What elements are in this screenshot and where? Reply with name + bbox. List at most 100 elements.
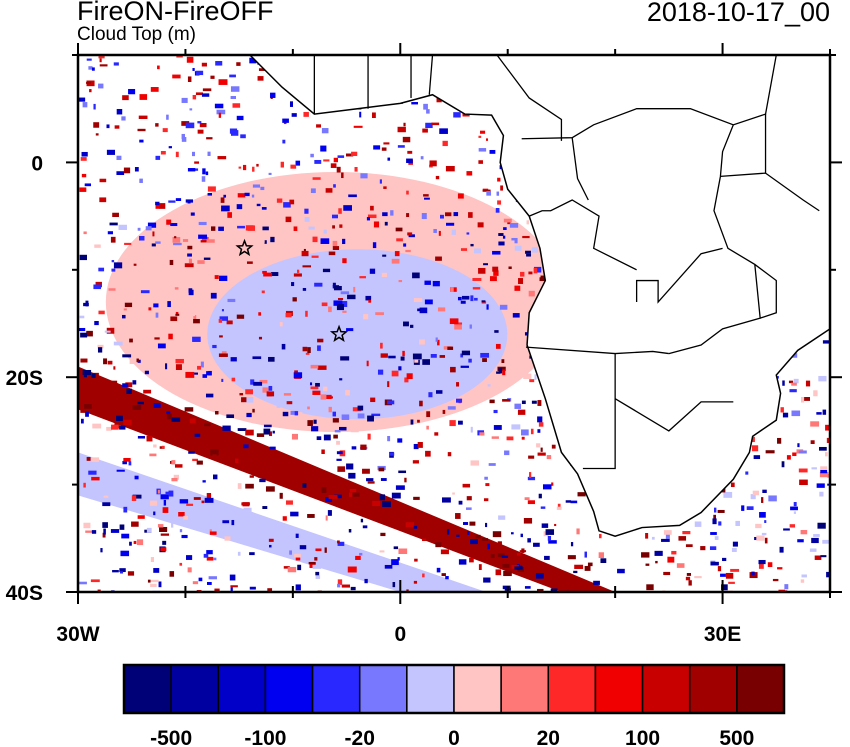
field-cell	[260, 186, 265, 191]
field-cell	[617, 568, 625, 574]
field-cell	[124, 302, 133, 308]
field-cell	[171, 417, 181, 422]
field-cell	[201, 176, 206, 182]
field-cell	[514, 285, 521, 291]
field-cell	[593, 580, 600, 585]
field-cell	[261, 290, 265, 294]
field-cell	[791, 410, 801, 417]
field-cell	[537, 429, 541, 433]
field-cell	[245, 429, 254, 436]
field-cell	[179, 499, 189, 504]
field-cell	[463, 522, 469, 525]
field-cell	[247, 372, 256, 378]
field-cell	[667, 556, 675, 563]
field-cell	[320, 424, 325, 430]
field-cell	[498, 368, 503, 374]
field-cell	[772, 578, 779, 582]
field-cell	[341, 172, 344, 179]
field-cell	[201, 500, 205, 504]
field-cell	[317, 338, 324, 343]
field-cell	[181, 534, 188, 539]
field-cell	[139, 178, 143, 183]
field-cell	[509, 223, 519, 228]
field-cell	[753, 455, 761, 460]
field-cell	[292, 297, 297, 302]
field-cell	[168, 333, 173, 340]
field-cell	[200, 361, 204, 368]
field-cell	[325, 496, 333, 503]
field-cell	[517, 409, 526, 415]
field-cell	[197, 365, 202, 370]
field-cell	[187, 76, 192, 82]
field-cell	[213, 474, 218, 480]
field-cell	[262, 270, 267, 274]
field-cell	[333, 300, 343, 306]
field-cell	[481, 300, 486, 303]
field-cell	[201, 62, 207, 67]
field-cell	[111, 424, 119, 430]
colorbar-box	[264, 664, 314, 714]
field-cell	[506, 436, 514, 441]
field-cell	[353, 125, 363, 128]
field-cell	[480, 130, 486, 134]
field-cell	[198, 221, 207, 226]
field-cell	[94, 320, 99, 326]
field-cell	[266, 391, 275, 397]
field-cell	[139, 94, 148, 100]
field-cell	[302, 287, 307, 291]
field-cell	[337, 466, 346, 472]
field-cell	[252, 408, 255, 413]
field-cell	[198, 577, 203, 582]
field-cell	[271, 272, 279, 277]
field-cell	[258, 336, 263, 340]
field-cell	[527, 538, 531, 543]
field-cell	[754, 536, 757, 541]
field-cell	[390, 210, 394, 216]
field-cell	[153, 568, 160, 573]
field-cell	[533, 266, 542, 273]
field-cell	[725, 572, 734, 579]
field-cell	[365, 295, 372, 301]
field-cell	[413, 525, 418, 529]
field-cell	[389, 452, 395, 456]
field-cell	[407, 150, 413, 154]
field-cell	[449, 420, 456, 427]
field-cell	[257, 473, 265, 478]
field-cell	[542, 484, 552, 490]
field-cell	[496, 191, 500, 196]
field-cell	[718, 521, 722, 526]
field-cell	[149, 453, 157, 457]
field-cell	[175, 198, 182, 201]
field-cell	[221, 309, 224, 312]
field-cell	[206, 492, 212, 499]
field-cell	[367, 481, 375, 484]
field-cell	[438, 230, 441, 236]
field-cell	[236, 314, 245, 319]
field-cell	[528, 455, 535, 459]
field-cell	[352, 407, 362, 412]
field-cell	[820, 466, 828, 472]
field-cell	[709, 546, 717, 550]
country-border	[668, 124, 761, 355]
field-cell	[445, 222, 455, 226]
field-cell	[538, 493, 542, 499]
field-cell	[169, 571, 175, 577]
field-cell	[155, 123, 159, 127]
field-cell	[445, 212, 452, 217]
field-cell	[220, 197, 225, 203]
field-cell	[122, 95, 129, 101]
colorbar-box	[641, 664, 691, 714]
field-cell	[239, 393, 244, 396]
field-cell	[468, 358, 472, 363]
field-cell	[184, 263, 194, 268]
country-border	[528, 199, 637, 271]
field-cell	[237, 225, 245, 229]
field-cell	[122, 383, 129, 388]
field-cell	[492, 531, 502, 538]
field-cell	[478, 148, 487, 152]
field-cell	[88, 470, 97, 475]
field-cell	[535, 573, 544, 579]
field-cell	[168, 200, 176, 203]
field-cell	[310, 188, 316, 194]
